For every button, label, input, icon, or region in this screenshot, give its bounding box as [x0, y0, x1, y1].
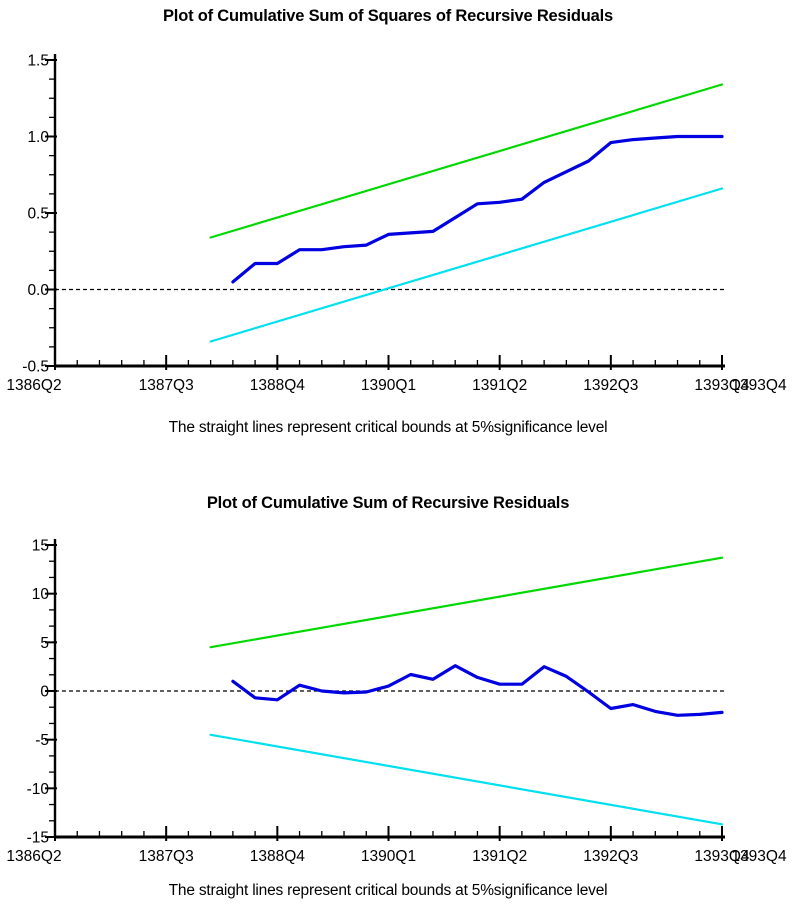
x-tick-label: 1388Q4	[250, 377, 306, 394]
x-tick-label: 1391Q2	[472, 377, 527, 394]
x-tick-label: 1391Q2	[472, 848, 527, 865]
x-tick-label: 1387Q3	[139, 377, 194, 394]
y-tick-label: 10	[32, 586, 50, 603]
x-tick-label: 1393Q4	[694, 848, 750, 865]
y-tick-label: -5	[35, 732, 49, 749]
upper-critical-bound-line	[209, 83, 724, 239]
y-tick-label: -0.5	[22, 359, 49, 376]
x-tick-label: 1390Q1	[361, 377, 416, 394]
cusumsq-chart-caption: The straight lines represent critical bo…	[168, 419, 608, 436]
x-tick-label: 1393Q4	[694, 377, 750, 394]
y-tick-label: -10	[27, 781, 50, 798]
x-tick-label: 1392Q3	[583, 848, 638, 865]
lower-critical-bound-line	[209, 187, 724, 343]
y-tick-label: 1.5	[27, 53, 49, 70]
y-tick-label: 15	[32, 538, 49, 555]
x-tick-label: 1388Q4	[250, 848, 306, 865]
y-tick-label: 5	[40, 635, 49, 652]
x-tick-label: 1392Q3	[583, 377, 638, 394]
cusum-chart-caption: The straight lines represent critical bo…	[168, 882, 608, 899]
x-tick-label: 1387Q3	[139, 848, 194, 865]
y-tick-label: -15	[27, 830, 49, 847]
x-axis-end-label: 1393Q4	[731, 848, 787, 865]
upper-critical-bound-line	[209, 556, 724, 649]
cusumsq-line	[231, 134, 724, 284]
cusum-chart-title: Plot of Cumulative Sum of Recursive Resi…	[206, 494, 570, 512]
y-tick-label: 0.5	[27, 206, 49, 223]
x-axis-end-label: 1393Q4	[731, 377, 787, 394]
y-tick-label: 0.0	[27, 282, 49, 299]
cusum-line	[231, 664, 724, 717]
y-tick-label: 0	[40, 684, 49, 701]
y-tick-label: 1.0	[27, 129, 49, 146]
x-tick-label: 1386Q2	[6, 848, 61, 865]
x-tick-label: 1390Q1	[361, 848, 416, 865]
cusumsq-chart-title: Plot of Cumulative Sum of Squares of Rec…	[163, 7, 613, 25]
lower-critical-bound-line	[209, 733, 724, 826]
x-tick-label: 1386Q2	[6, 377, 61, 394]
